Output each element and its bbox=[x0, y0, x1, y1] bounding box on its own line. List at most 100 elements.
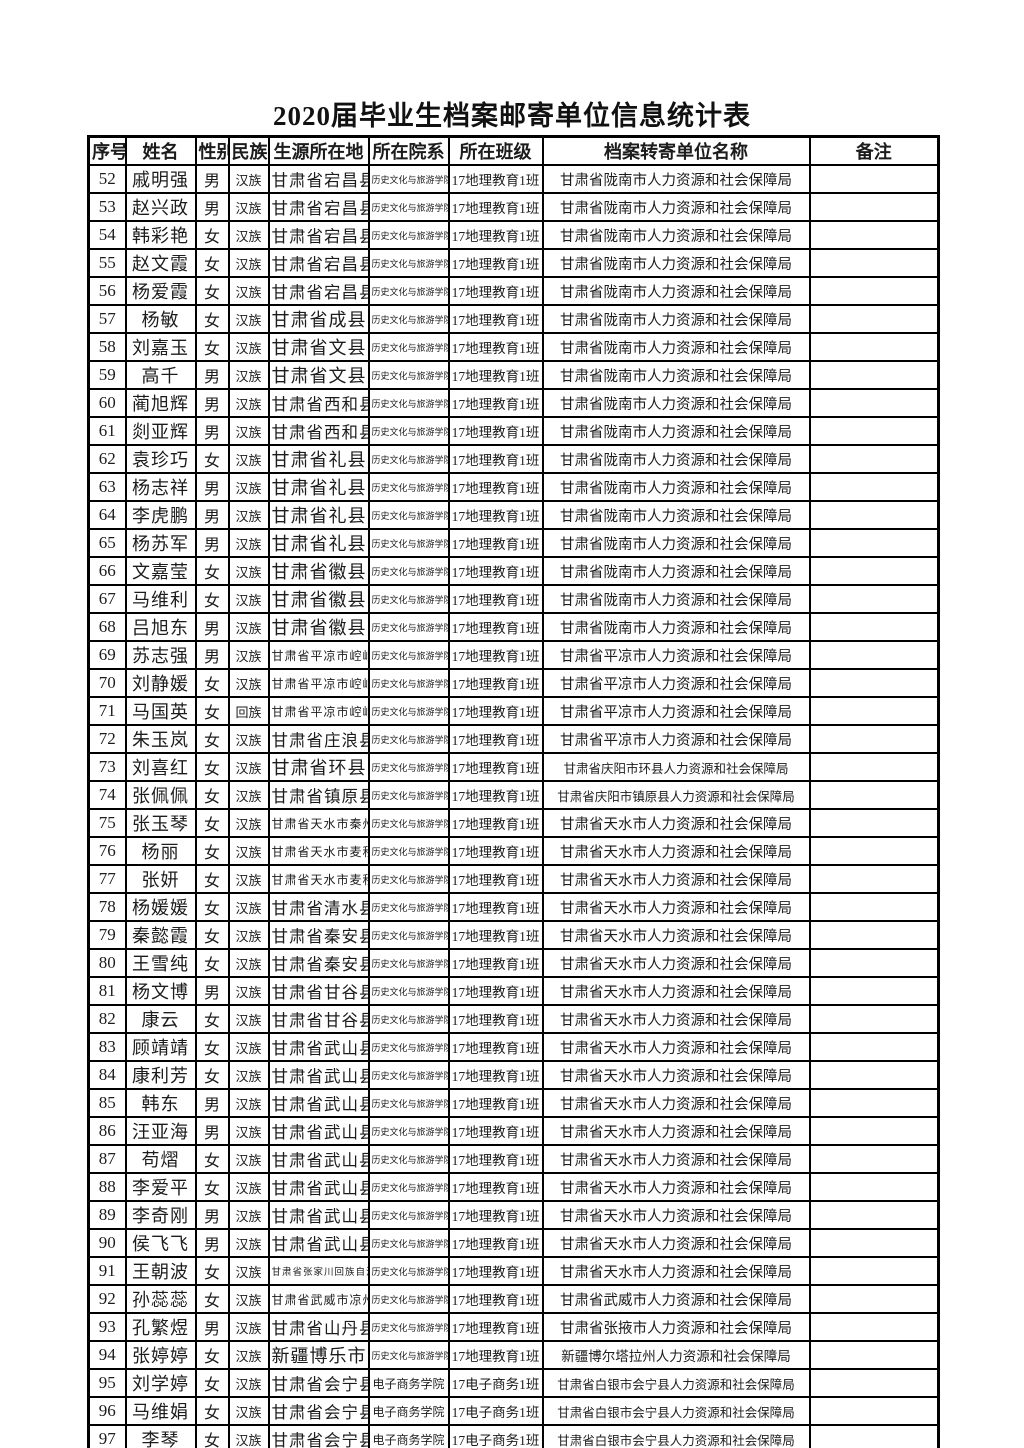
header-ethnicity: 民族 bbox=[227, 135, 270, 166]
cell-ethnicity: 汉族 bbox=[227, 248, 270, 278]
cell-no: 77 bbox=[87, 864, 127, 894]
cell-gender: 男 bbox=[194, 1200, 230, 1230]
cell-class: 17地理教育1班 bbox=[447, 416, 544, 446]
cell-ethnicity: 汉族 bbox=[227, 500, 270, 530]
cell-remarks bbox=[808, 1172, 940, 1202]
table-row: 87 苟熠女汉族 甘肃省武山县 历史文化与旅游学院 17地理教育1班 甘肃省天水市人力资源… bbox=[87, 1144, 940, 1174]
table-row: 97 李琴女汉族 甘肃省会宁县 电子商务学院 17电子商务1班 甘肃省白银市会宁县人力资源… bbox=[87, 1424, 940, 1448]
cell-archive-unit: 甘肃省天水市人力资源和社会保障局 bbox=[541, 948, 811, 978]
table-row: 79 秦懿霞女汉族 甘肃省秦安县 历史文化与旅游学院 17地理教育1班 甘肃省天水市人力资… bbox=[87, 920, 940, 950]
cell-class: 17地理教育1班 bbox=[447, 1200, 544, 1230]
cell-origin: 甘肃省文县 bbox=[267, 332, 370, 362]
cell-class: 17电子商务1班 bbox=[447, 1368, 544, 1398]
cell-archive-unit: 甘肃省陇南市人力资源和社会保障局 bbox=[541, 416, 811, 446]
cell-no: 74 bbox=[87, 780, 127, 810]
cell-class: 17地理教育1班 bbox=[447, 1256, 544, 1286]
cell-origin: 甘肃省徽县 bbox=[267, 612, 370, 642]
cell-name: 杨敏 bbox=[124, 304, 197, 334]
cell-origin: 甘肃省文县 bbox=[267, 360, 370, 390]
cell-remarks bbox=[808, 584, 940, 614]
table-row: 63 杨志祥男汉族 甘肃省礼县 历史文化与旅游学院 17地理教育1班 甘肃省陇南市人力资源… bbox=[87, 472, 940, 502]
header-remarks: 备注 bbox=[808, 135, 940, 166]
cell-name: 戚明强 bbox=[124, 164, 197, 194]
cell-class: 17地理教育1班 bbox=[447, 920, 544, 950]
cell-college: 电子商务学院 bbox=[367, 1424, 450, 1448]
table-row: 68 吕旭东男汉族 甘肃省徽县 历史文化与旅游学院 17地理教育1班 甘肃省陇南市人力资源… bbox=[87, 612, 940, 642]
cell-remarks bbox=[808, 248, 940, 278]
cell-origin: 甘肃省甘谷县 bbox=[267, 1004, 370, 1034]
cell-archive-unit: 甘肃省天水市人力资源和社会保障局 bbox=[541, 920, 811, 950]
cell-origin: 甘肃省西和县 bbox=[267, 416, 370, 446]
cell-name: 刘嘉玉 bbox=[124, 332, 197, 362]
cell-class: 17地理教育1班 bbox=[447, 640, 544, 670]
cell-no: 55 bbox=[87, 248, 127, 278]
cell-origin: 甘肃省会宁县 bbox=[267, 1424, 370, 1448]
cell-origin: 甘肃省清水县 bbox=[267, 892, 370, 922]
table-row: 84 康利芳女汉族 甘肃省武山县 历史文化与旅游学院 17地理教育1班 甘肃省天水市人力资… bbox=[87, 1060, 940, 1090]
cell-remarks bbox=[808, 444, 940, 474]
cell-name: 苟熠 bbox=[124, 1144, 197, 1174]
cell-college: 历史文化与旅游学院 bbox=[367, 640, 450, 670]
cell-college: 历史文化与旅游学院 bbox=[367, 192, 450, 222]
cell-no: 61 bbox=[87, 416, 127, 446]
cell-origin: 甘肃省宕昌县 bbox=[267, 220, 370, 250]
cell-no: 59 bbox=[87, 360, 127, 390]
cell-archive-unit: 甘肃省陇南市人力资源和社会保障局 bbox=[541, 360, 811, 390]
cell-archive-unit: 甘肃省天水市人力资源和社会保障局 bbox=[541, 1228, 811, 1258]
cell-ethnicity: 汉族 bbox=[227, 724, 270, 754]
cell-remarks bbox=[808, 528, 940, 558]
cell-name: 秦懿霞 bbox=[124, 920, 197, 950]
table-row: 77张妍女汉族甘肃省天水市麦积区历史文化与旅游学院17地理教育1班甘肃省天水市人… bbox=[87, 864, 940, 894]
cell-remarks bbox=[808, 1004, 940, 1034]
cell-origin: 甘肃省武山县 bbox=[267, 1200, 370, 1230]
cell-remarks bbox=[808, 1200, 940, 1230]
cell-gender: 女 bbox=[194, 892, 230, 922]
cell-college: 历史文化与旅游学院 bbox=[367, 164, 450, 194]
cell-college: 历史文化与旅游学院 bbox=[367, 444, 450, 474]
cell-origin: 甘肃省平凉市崆峒区 bbox=[267, 640, 370, 670]
cell-remarks bbox=[808, 752, 940, 782]
cell-no: 96 bbox=[87, 1396, 127, 1426]
cell-origin: 甘肃省宕昌县 bbox=[267, 248, 370, 278]
cell-college: 历史文化与旅游学院 bbox=[367, 584, 450, 614]
cell-origin: 甘肃省天水市麦积区 bbox=[267, 836, 370, 866]
cell-remarks bbox=[808, 416, 940, 446]
cell-no: 63 bbox=[87, 472, 127, 502]
table-row: 60 蔺旭辉男汉族 甘肃省西和县 历史文化与旅游学院 17地理教育1班 甘肃省陇南市人力资… bbox=[87, 388, 940, 418]
cell-college: 历史文化与旅游学院 bbox=[367, 360, 450, 390]
header-class: 所在班级 bbox=[447, 135, 544, 166]
cell-remarks bbox=[808, 388, 940, 418]
cell-name: 刘静媛 bbox=[124, 668, 197, 698]
cell-origin: 甘肃省武山县 bbox=[267, 1144, 370, 1174]
cell-name: 顾靖靖 bbox=[124, 1032, 197, 1062]
table-row: 56 杨爱霞女汉族 甘肃省宕昌县 历史文化与旅游学院 17地理教育1班 甘肃省陇南市人力资… bbox=[87, 276, 940, 306]
cell-no: 87 bbox=[87, 1144, 127, 1174]
cell-gender: 女 bbox=[194, 724, 230, 754]
table-row: 69苏志强男汉族甘肃省平凉市崆峒区历史文化与旅游学院17地理教育1班甘肃省平凉市… bbox=[87, 640, 940, 670]
cell-gender: 女 bbox=[194, 668, 230, 698]
cell-college: 历史文化与旅游学院 bbox=[367, 1340, 450, 1370]
cell-no: 90 bbox=[87, 1228, 127, 1258]
cell-name: 张玉琴 bbox=[124, 808, 197, 838]
cell-no: 94 bbox=[87, 1340, 127, 1370]
cell-no: 57 bbox=[87, 304, 127, 334]
cell-no: 82 bbox=[87, 1004, 127, 1034]
cell-ethnicity: 汉族 bbox=[227, 332, 270, 362]
cell-origin: 甘肃省庄浪县 bbox=[267, 724, 370, 754]
cell-class: 17地理教育1班 bbox=[447, 836, 544, 866]
table-row: 94 张婷婷女汉族 新疆博乐市 历史文化与旅游学院 17地理教育1班 新疆博尔塔拉州人力资… bbox=[87, 1340, 940, 1370]
cell-class: 17地理教育1班 bbox=[447, 1228, 544, 1258]
cell-college: 历史文化与旅游学院 bbox=[367, 808, 450, 838]
cell-ethnicity: 汉族 bbox=[227, 276, 270, 306]
cell-remarks bbox=[808, 920, 940, 950]
cell-college: 历史文化与旅游学院 bbox=[367, 752, 450, 782]
cell-college: 历史文化与旅游学院 bbox=[367, 976, 450, 1006]
cell-no: 64 bbox=[87, 500, 127, 530]
cell-college: 历史文化与旅游学院 bbox=[367, 724, 450, 754]
cell-class: 17地理教育1班 bbox=[447, 360, 544, 390]
table-row: 85 韩东男汉族 甘肃省武山县 历史文化与旅游学院 17地理教育1班 甘肃省天水市人力资源… bbox=[87, 1088, 940, 1118]
cell-archive-unit: 甘肃省平凉市人力资源和社会保障局 bbox=[541, 640, 811, 670]
cell-college: 历史文化与旅游学院 bbox=[367, 304, 450, 334]
cell-archive-unit: 甘肃省天水市人力资源和社会保障局 bbox=[541, 1200, 811, 1230]
cell-college: 历史文化与旅游学院 bbox=[367, 668, 450, 698]
